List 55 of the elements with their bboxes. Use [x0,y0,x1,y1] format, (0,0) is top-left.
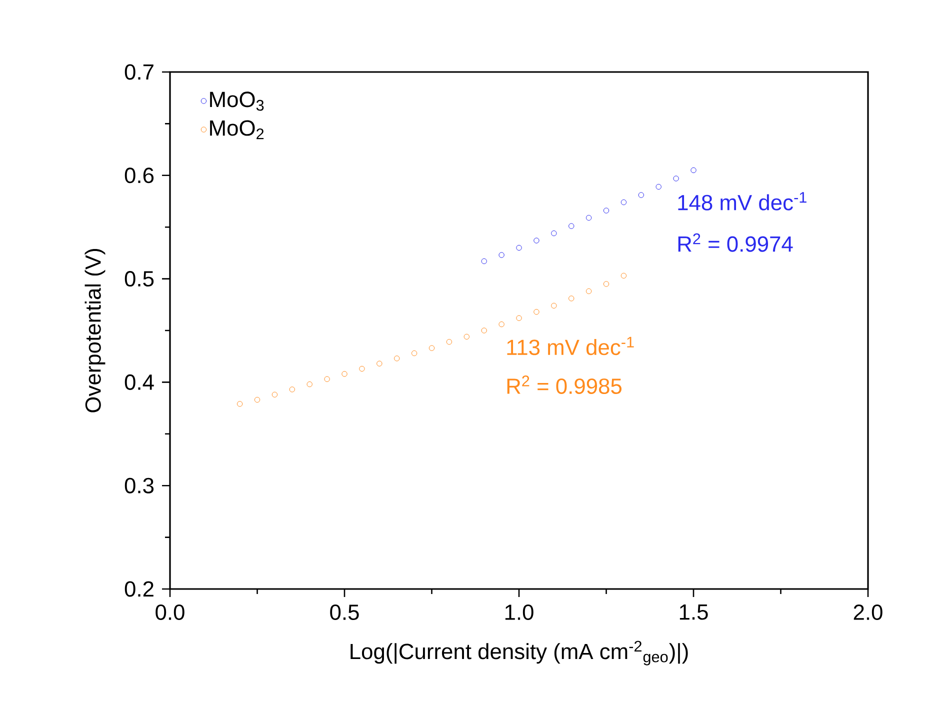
point [551,230,557,236]
point [498,252,504,258]
point [638,192,644,198]
point [656,184,662,190]
point [603,208,610,214]
point [516,244,522,251]
annotation: 148 mV dec$^{-1}$ [678,192,806,210]
point [236,401,243,407]
y-tick-label: 0.6 [124,168,154,184]
x-tick-label: 1.0 [505,604,534,620]
point [620,272,627,279]
x-tick-label: 0.5 [330,604,359,620]
point [428,345,435,351]
point [551,302,557,309]
point [481,258,487,264]
point [464,334,470,340]
point [306,381,312,388]
annotation: 113 mV dec$^{-1}$ [507,336,634,356]
x-tick-label: 0.0 [156,604,184,620]
x-tick-label: 2.0 [854,604,882,620]
point [673,176,679,182]
annotation: R$^{2}$ = 0.9974 [678,233,793,252]
legend-label: MoO$_{3}$ [210,92,264,111]
point [568,296,574,302]
point [603,281,610,287]
point [376,360,382,366]
x-axis-title: Log(|Current density (mA cm$^{-2}$$_{geo}$)|) [350,640,688,666]
point [568,223,574,229]
point [324,376,330,382]
y-tick-label: 0.4 [124,374,154,390]
point [254,396,260,403]
y-tick-label: 0.2 [124,581,154,597]
x-tick-label: 1.5 [680,604,708,620]
point [481,328,487,334]
point [620,199,627,206]
y-tick-label: 0.7 [124,64,154,80]
point [690,167,696,174]
point [498,321,504,328]
legend-label: MoO$_{2}$ [210,120,264,140]
point [272,392,278,398]
point [359,366,365,372]
point [534,238,540,244]
annotation: R$^{2}$ = 0.9985 [507,376,622,394]
point [516,315,522,321]
point [586,288,592,294]
point [586,214,592,221]
point [342,371,348,377]
y-tick-label: 0.3 [124,478,154,494]
point [446,339,452,345]
y-axis-title: Overpotential (V) [84,249,106,412]
point [411,350,418,356]
point [289,386,296,392]
point [534,309,540,315]
point [394,356,400,362]
y-tick-label: 0.5 [124,271,154,287]
